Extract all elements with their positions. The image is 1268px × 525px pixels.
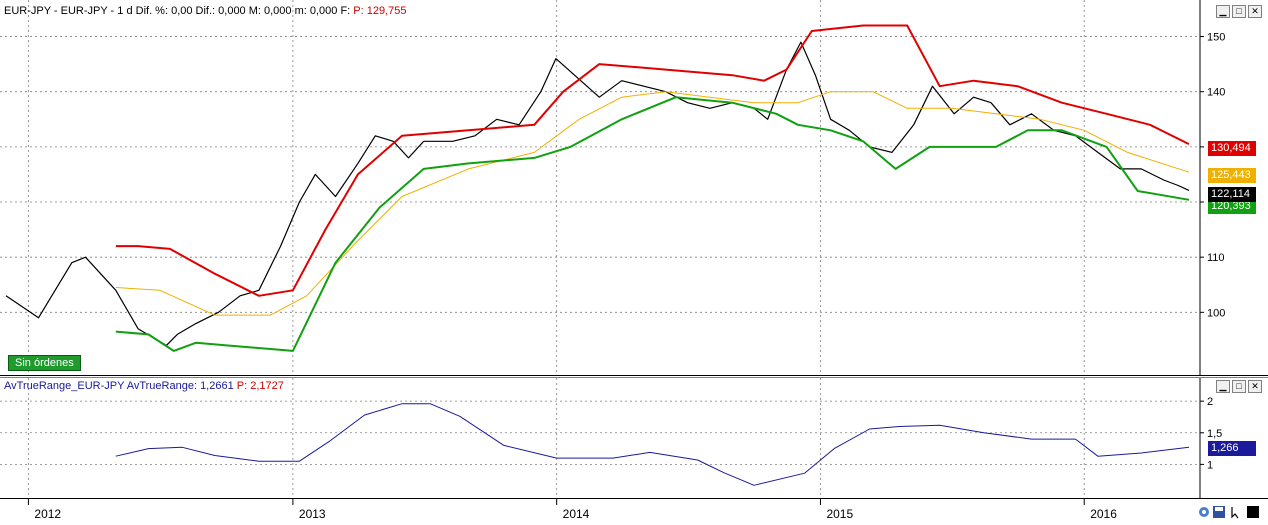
atr-pane-window-buttons: ▁ □ ✕ [1216,380,1262,393]
x-tick-label: 2014 [563,507,590,521]
upper-band-series-line [115,24,1190,297]
price-chart[interactable]: 100 110 140 150 [0,0,1268,375]
maximize-icon[interactable]: □ [1232,5,1246,18]
x-tick-label: 2016 [1090,507,1117,521]
minimize-icon[interactable]: ▁ [1216,380,1230,393]
y-tick-label: 100 [1207,307,1225,319]
minimize-icon[interactable]: ▁ [1216,5,1230,18]
atr-pane[interactable]: 1 1,5 2 AvTrueRange_EUR-JPY AvTrueRange: 1… [0,377,1268,498]
y-tick-label: 1 [1207,459,1213,471]
y-tick-label: 150 [1207,32,1225,44]
cursor-icon[interactable] [1228,505,1242,519]
upper-band-value-tag: 130,494 [1208,141,1256,156]
middle-band-series-line [115,91,1190,316]
eur-jpy-series-line [5,41,1190,346]
price-pane-price-label: P: 129,755 [353,5,407,17]
chart-settings-icon[interactable] [1197,505,1211,519]
atr-value-tag: 1,266 [1208,441,1256,456]
save-icon[interactable] [1212,505,1226,519]
price-pane-window-buttons: ▁ □ ✕ [1216,5,1262,18]
middle-band-value-tag: 125,443 [1208,168,1256,183]
atr-pane-title: AvTrueRange_EUR-JPY AvTrueRange: 1,2661 [4,380,234,392]
y-tick-label: 140 [1207,87,1225,99]
avtruerange-series-line [115,403,1190,486]
maximize-icon[interactable]: □ [1232,380,1246,393]
lower-band-value-tag: 120,393 [1208,199,1256,214]
x-tick-label: 2013 [299,507,326,521]
x-tick-label: 2012 [34,507,61,521]
lower-band-series-line [115,96,1190,352]
atr-pane-header: AvTrueRange_EUR-JPY AvTrueRange: 1,2661 … [4,379,284,393]
atr-chart[interactable]: 11,52 [0,378,1268,498]
price-pane[interactable]: 100 110 140 150 EUR-JPY - EUR-JPY - 1 d Dif… [0,0,1268,376]
close-price-value-tag: 122,114 [1208,187,1256,202]
y-tick-label: 1,5 [1207,428,1222,440]
close-icon[interactable]: ✕ [1248,5,1262,18]
price-pane-header: EUR-JPY - EUR-JPY - 1 d Dif. %: 0,00 Dif… [4,4,407,18]
atr-pane-price-label: P: 2,1727 [236,380,284,392]
time-axis: 2012 2013 2014 2015 2016 [0,498,1268,525]
y-tick-label: 110 [1207,252,1225,264]
background-color-icon[interactable] [1246,505,1260,519]
price-pane-title: EUR-JPY - EUR-JPY - 1 d Dif. %: 0,00 Dif… [4,5,351,17]
y-tick-label: 2 [1207,396,1213,408]
orders-status-badge[interactable]: Sin órdenes [8,355,81,371]
x-tick-label: 2015 [826,507,853,521]
close-icon[interactable]: ✕ [1248,380,1262,393]
